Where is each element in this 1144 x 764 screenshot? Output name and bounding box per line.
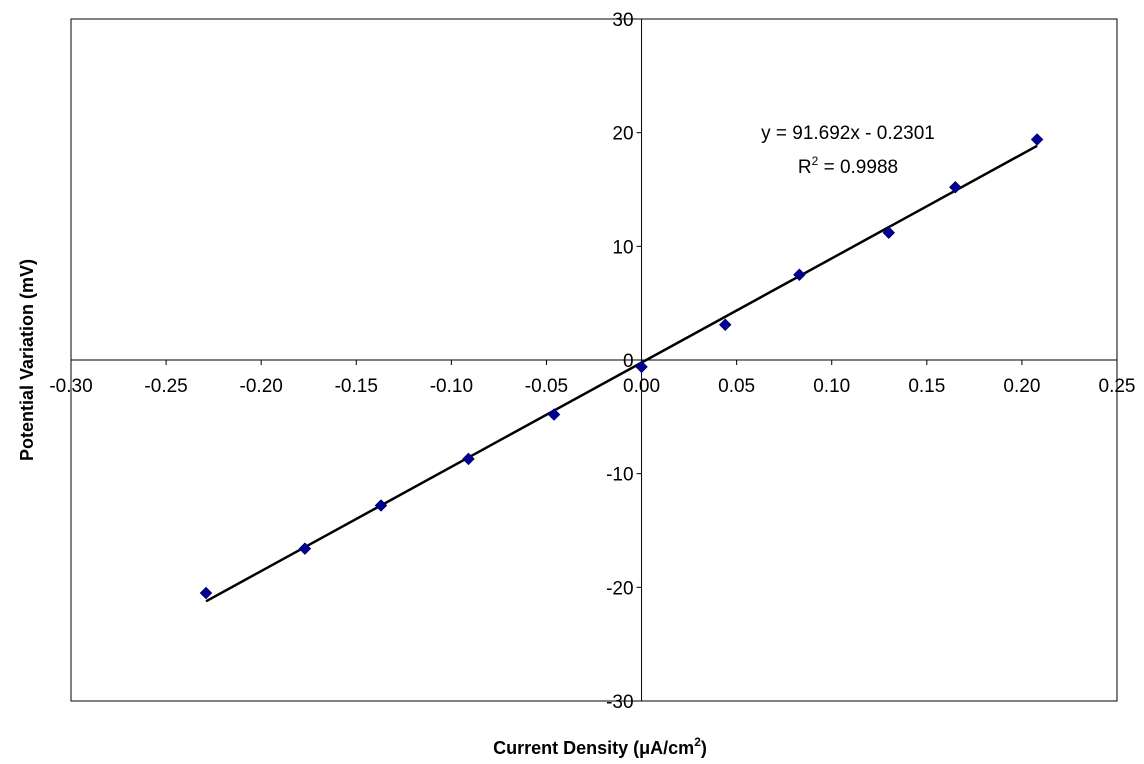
r2-superscript: 2: [812, 154, 819, 168]
x-tick-label: -0.25: [144, 376, 187, 397]
y-tick-label: 20: [612, 124, 633, 145]
r-squared-label: R2 = 0.9988: [798, 154, 898, 178]
x-axis-title-superscript: 2: [694, 735, 701, 749]
x-tick-label: -0.10: [430, 376, 473, 397]
x-tick-label: 0.10: [813, 376, 850, 397]
y-tick-label: 30: [612, 10, 633, 31]
data-point: [199, 586, 213, 600]
data-point: [374, 499, 388, 512]
y-tick-labels: -30 -20 -10 0 10 20 30: [606, 10, 633, 713]
y-tick-label: -10: [606, 465, 633, 486]
data-point: [793, 268, 806, 282]
trendline: [205, 144, 1038, 603]
x-tick-labels: -0.30 -0.25 -0.20 -0.15 -0.10 -0.05 0.00 0.05 0.…: [49, 376, 1135, 397]
x-tick-label: -0.15: [335, 376, 378, 397]
x-axis-title-main: Current Density (μA/cm: [493, 738, 694, 758]
x-tick-label: -0.20: [240, 376, 283, 397]
data-point: [635, 360, 648, 374]
data-point: [1030, 133, 1044, 146]
x-tick-label: 0.00: [623, 376, 660, 397]
x-axis-title: Current Density (μA/cm2): [493, 735, 707, 758]
y-tick-label: 10: [612, 237, 633, 258]
x-tick-label: 0.05: [718, 376, 755, 397]
x-tick-label: 0.15: [908, 376, 945, 397]
x-tick-label: -0.05: [525, 376, 568, 397]
r2-prefix: R: [798, 157, 812, 178]
x-tick-label: -0.30: [49, 376, 92, 397]
r2-value: = 0.9988: [818, 157, 898, 178]
trendline-equation: y = 91.692x - 0.2301: [761, 123, 935, 144]
y-tick-label: -20: [606, 578, 633, 599]
y-axis-title: Potential Variation (mV): [17, 259, 37, 461]
y-tick-label: 0: [623, 351, 634, 372]
trendline-layer: [205, 144, 1038, 603]
data-point: [882, 226, 896, 240]
data-point: [718, 318, 732, 332]
x-axis-title-end: ): [701, 738, 707, 758]
y-tick-label: -30: [606, 692, 633, 713]
data-point: [462, 452, 475, 466]
data-point: [948, 180, 962, 194]
x-tick-label: 0.25: [1099, 376, 1136, 397]
x-tick-label: 0.20: [1003, 376, 1040, 397]
data-points: [199, 133, 1044, 600]
data-point: [298, 542, 312, 556]
data-point: [547, 408, 561, 421]
